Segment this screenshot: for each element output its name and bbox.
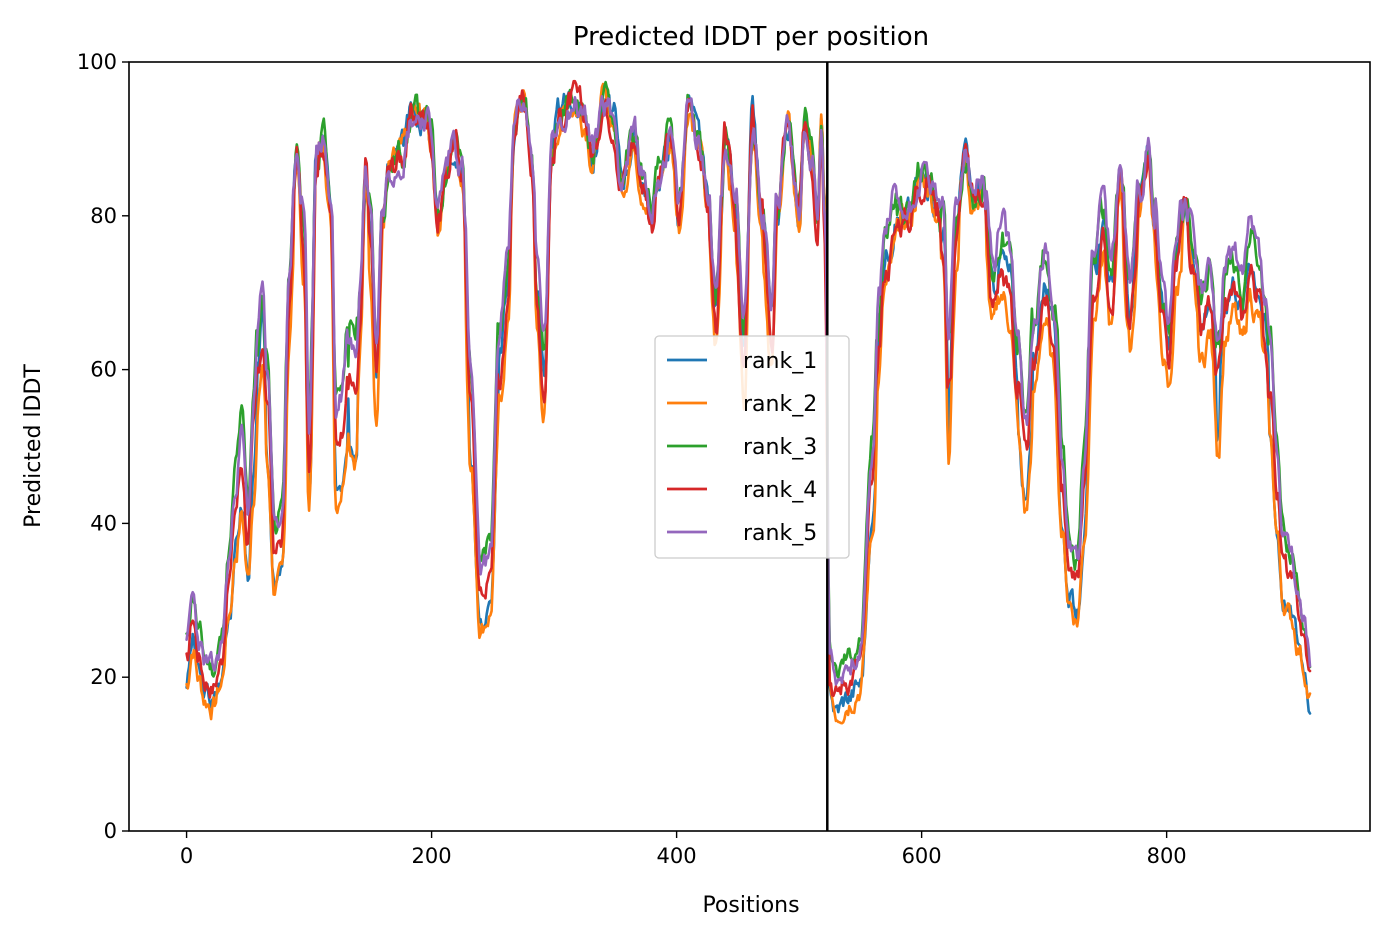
x-tick-label: 600	[902, 844, 942, 868]
x-tick-label: 200	[412, 844, 452, 868]
x-axis: 0 200 400 600 800	[180, 831, 1187, 868]
chart-title: Predicted lDDT per position	[573, 22, 929, 52]
legend: rank_1 rank_2 rank_3 rank_4 rank_5	[654, 335, 850, 559]
series-line-rank_5	[185, 95, 1312, 686]
y-tick-label: 80	[90, 204, 117, 228]
legend-label-rank_2: rank_2	[743, 392, 817, 417]
y-tick-label: 100	[77, 50, 117, 74]
x-tick-label: 800	[1147, 844, 1187, 868]
y-tick-label: 40	[90, 511, 117, 535]
x-axis-title: Positions	[702, 893, 799, 918]
legend-label-rank_5: rank_5	[743, 521, 817, 546]
plot-frame	[128, 61, 1371, 832]
series-layer	[185, 79, 1312, 725]
x-tick-label: 0	[180, 844, 193, 868]
legend-box	[654, 335, 850, 559]
y-tick-label: 60	[90, 358, 117, 382]
x-tick-label: 400	[657, 844, 697, 868]
legend-label-rank_4: rank_4	[743, 478, 817, 503]
legend-label-rank_1: rank_1	[743, 349, 817, 374]
y-tick-label: 20	[90, 665, 117, 689]
legend-label-rank_3: rank_3	[743, 435, 817, 460]
y-axis: 0 20 40 60 80 100	[77, 50, 129, 843]
y-tick-label: 0	[104, 819, 117, 843]
y-axis-title: Predicted lDDT	[21, 364, 46, 528]
